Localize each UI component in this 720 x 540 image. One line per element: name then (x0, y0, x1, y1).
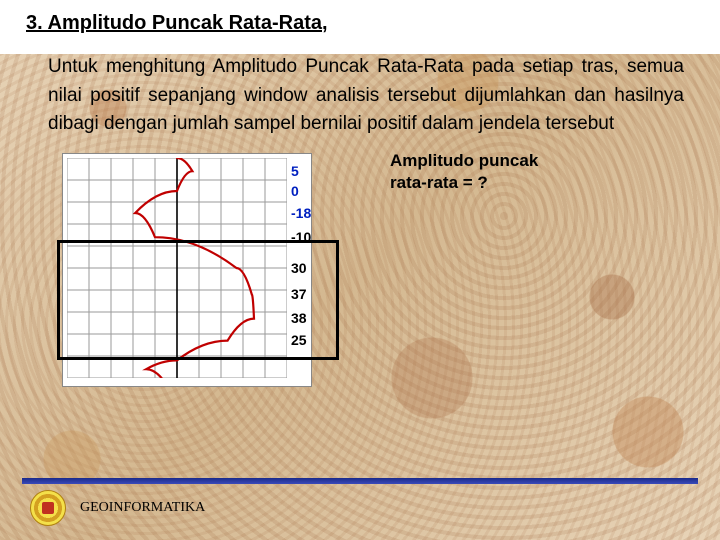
chart-value-label: -10 (291, 229, 311, 245)
question-text: Amplitudo puncak rata-rata = ? (390, 150, 600, 194)
footer-label: GEOINFORMATIKA (80, 500, 205, 516)
chart-value-label: -18 (291, 205, 311, 221)
chart-grid-svg (67, 158, 287, 378)
chart-value-label: 5 (291, 163, 299, 179)
question-line2: rata-rata = ? (390, 173, 488, 192)
chart-value-label: 25 (291, 332, 307, 348)
waveform-chart: 5 0 -18 -10 30 37 38 25 (62, 153, 312, 387)
body-paragraph: Untuk menghitung Amplitudo Puncak Rata-R… (48, 53, 684, 139)
university-logo-icon (30, 490, 66, 526)
chart-value-label: 37 (291, 286, 307, 302)
chart-value-label: 38 (291, 310, 307, 326)
heading: 3. Amplitudo Puncak Rata-Rata, (26, 12, 694, 35)
chart-value-label: 0 (291, 183, 299, 199)
chart-value-label: 30 (291, 260, 307, 276)
slide-content: 3. Amplitudo Puncak Rata-Rata, Untuk men… (0, 0, 720, 387)
question-line1: Amplitudo puncak (390, 151, 538, 170)
footer: GEOINFORMATIKA (30, 490, 205, 526)
footer-divider-bar (22, 478, 698, 484)
